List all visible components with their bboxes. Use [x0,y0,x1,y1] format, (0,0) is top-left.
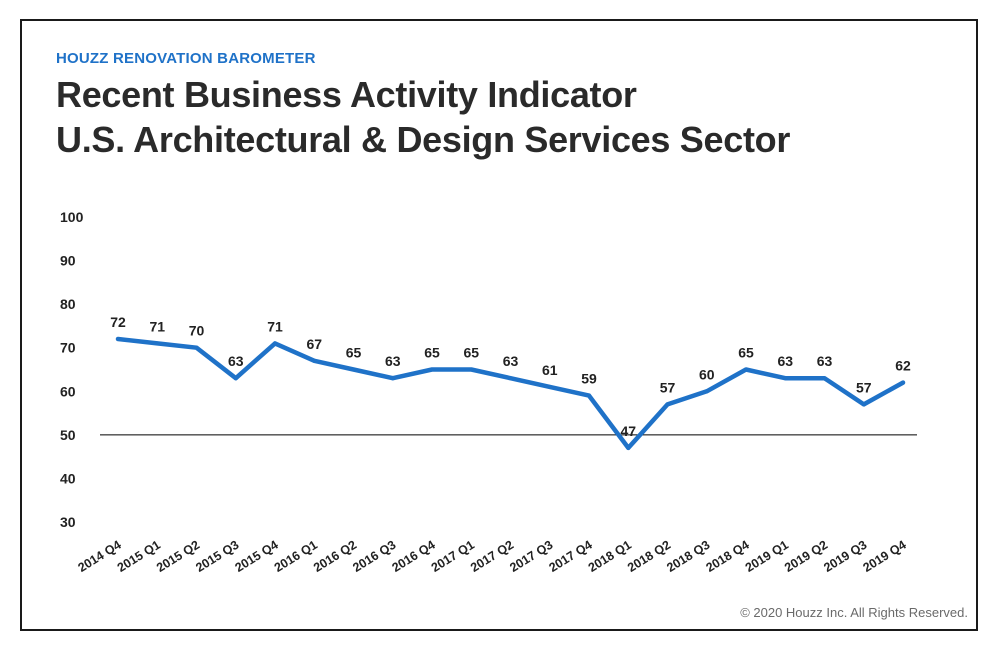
data-label: 60 [699,366,715,382]
data-point [273,341,277,346]
x-tick-label: 2019 Q2 [782,538,830,575]
y-tick-label: 30 [60,514,76,530]
data-label: 65 [424,345,440,361]
y-axis: 30 40 50 60 70 80 90 100 [60,209,84,530]
y-tick-label: 60 [60,383,76,399]
data-labels: 72 71 70 63 71 67 65 63 65 65 63 61 59 47 57 60 65 63 63 57… [110,314,911,439]
chart-frame [20,19,978,631]
data-point [744,367,748,372]
x-tick-label: 2015 Q3 [193,538,241,575]
data-label: 57 [856,379,872,395]
data-label: 65 [738,345,754,361]
x-tick-label: 2016 Q4 [389,538,437,575]
data-label: 61 [542,362,558,378]
data-label: 63 [817,353,833,369]
x-tick-label: 2018 Q1 [586,538,634,575]
copyright-notice: © 2020 Houzz Inc. All Rights Reserved. [740,605,968,620]
series-group [115,336,906,451]
data-label: 65 [346,345,362,361]
data-point [587,393,591,398]
data-point [783,376,788,381]
data-label: 63 [503,353,519,369]
data-label: 63 [385,353,401,369]
data-point [901,380,905,385]
x-tick-label: 2019 Q3 [821,538,869,575]
y-tick-label: 70 [60,340,76,356]
data-point [155,341,160,346]
data-label: 67 [306,336,322,352]
data-point [547,384,552,389]
data-label: 47 [620,423,636,439]
y-tick-label: 80 [60,296,76,312]
x-tick-label: 2017 Q4 [546,538,594,575]
y-tick-label: 50 [60,427,76,443]
data-point [430,367,434,372]
data-label: 59 [581,371,597,387]
y-tick-label: 100 [60,209,84,225]
data-label: 72 [110,314,126,330]
x-tick-label: 2016 Q3 [350,538,398,575]
data-label: 57 [660,379,676,395]
data-point [312,358,317,363]
x-tick-label: 2014 Q4 [75,538,123,575]
x-tick-label: 2017 Q1 [429,538,477,575]
chart-kicker: HOUZZ RENOVATION BAROMETER [56,50,316,67]
data-point [704,389,709,394]
x-tick-label: 2015 Q1 [115,538,163,575]
chart-title-line-2: U.S. Architectural & Design Services Sec… [56,119,791,160]
y-tick-label: 90 [60,253,76,269]
data-point [390,376,395,381]
data-point [508,376,513,381]
x-tick-label: 2017 Q2 [468,538,516,575]
chart-title-line-1: Recent Business Activity Indicator [56,74,637,115]
data-point [233,376,238,381]
data-label: 70 [189,323,205,339]
data-point [351,367,356,372]
chart-title: Recent Business Activity Indicator U.S. … [56,72,790,162]
data-label: 63 [228,353,244,369]
x-tick-label: 2018 Q3 [664,538,712,575]
y-tick-label: 40 [60,470,76,486]
data-point [626,445,631,450]
x-tick-label: 2015 Q4 [232,538,280,575]
x-tick-label: 2018 Q4 [703,538,751,575]
x-tick-label: 2017 Q3 [507,538,555,575]
x-tick-label: 2015 Q2 [154,538,202,575]
data-label: 71 [267,318,283,334]
data-label: 65 [463,345,479,361]
data-point [116,337,120,341]
x-tick-label: 2019 Q4 [860,538,908,575]
data-point [665,402,670,407]
x-tick-label: 2016 Q1 [272,538,320,575]
data-point [194,345,199,350]
x-tick-label: 2016 Q2 [311,538,359,575]
data-label: 63 [777,353,793,369]
x-tick-label: 2019 Q1 [743,538,791,575]
data-point [822,376,827,381]
x-tick-label: 2018 Q2 [625,538,673,575]
data-label: 71 [149,318,165,334]
data-label: 62 [895,358,911,374]
data-point [861,402,866,407]
data-point [469,367,474,372]
